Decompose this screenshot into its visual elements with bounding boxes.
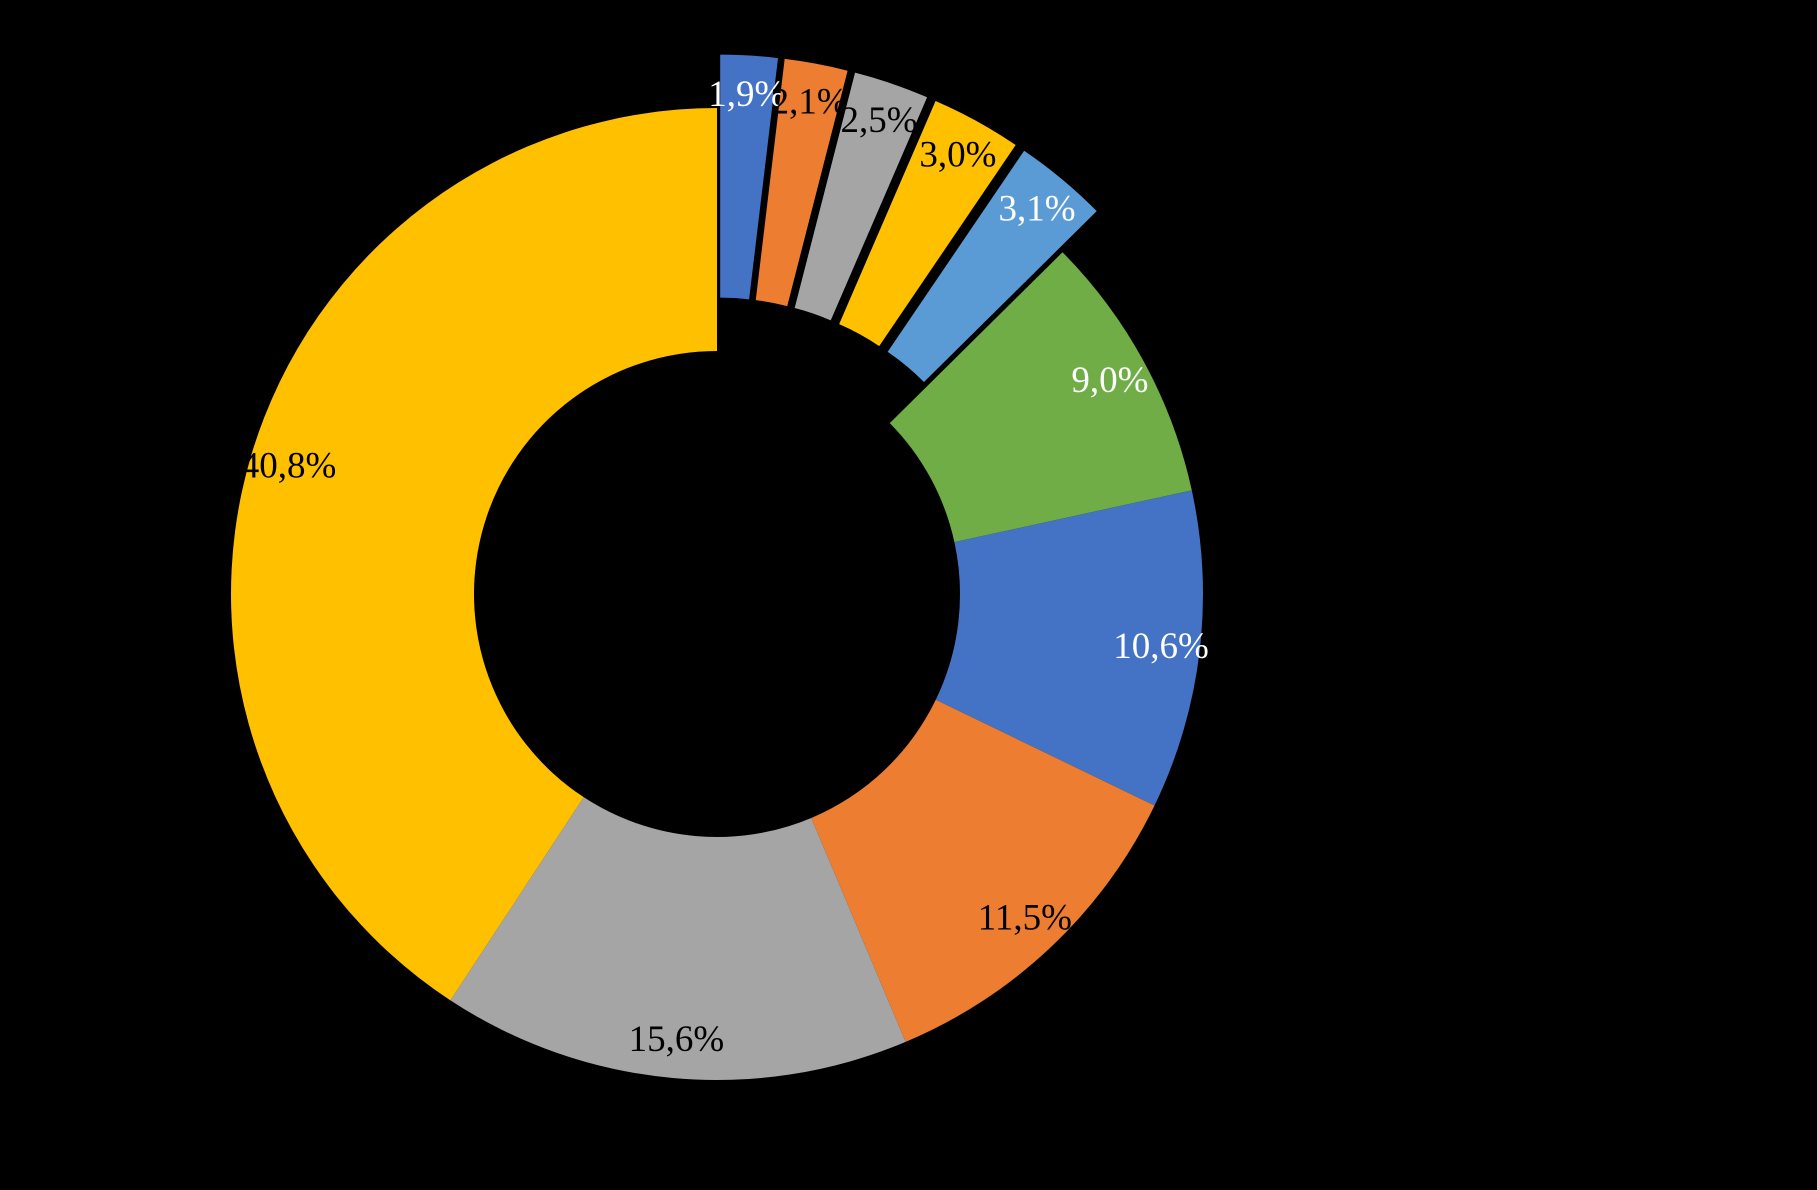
- pie-slice-3-1: [887, 150, 1097, 383]
- pie-slice-10-6: [935, 490, 1203, 806]
- slice-label: 3,0%: [919, 135, 996, 176]
- slice-label: 10,6%: [1113, 626, 1209, 667]
- pie-slice-15-6: [450, 797, 906, 1080]
- slice-label: 15,6%: [629, 1019, 725, 1060]
- pie-slice-2-1: [755, 58, 848, 307]
- slice-label: 11,5%: [978, 898, 1072, 939]
- pie-slice-40-8: [231, 108, 717, 1001]
- pie-slice-2-5: [794, 72, 928, 321]
- slice-label: 2,1%: [771, 81, 848, 122]
- pie-slice-11-5: [811, 699, 1155, 1042]
- pie-slice-3-0: [839, 101, 1016, 347]
- slice-label: 9,0%: [1071, 360, 1148, 401]
- pie-slice-1-9: [720, 54, 779, 300]
- slice-label: 1,9%: [708, 74, 785, 115]
- slice-label: 2,5%: [840, 100, 917, 141]
- slice-label: 40,8%: [241, 446, 337, 487]
- pie-slice-9-0: [889, 252, 1192, 543]
- slice-label: 3,1%: [998, 189, 1075, 230]
